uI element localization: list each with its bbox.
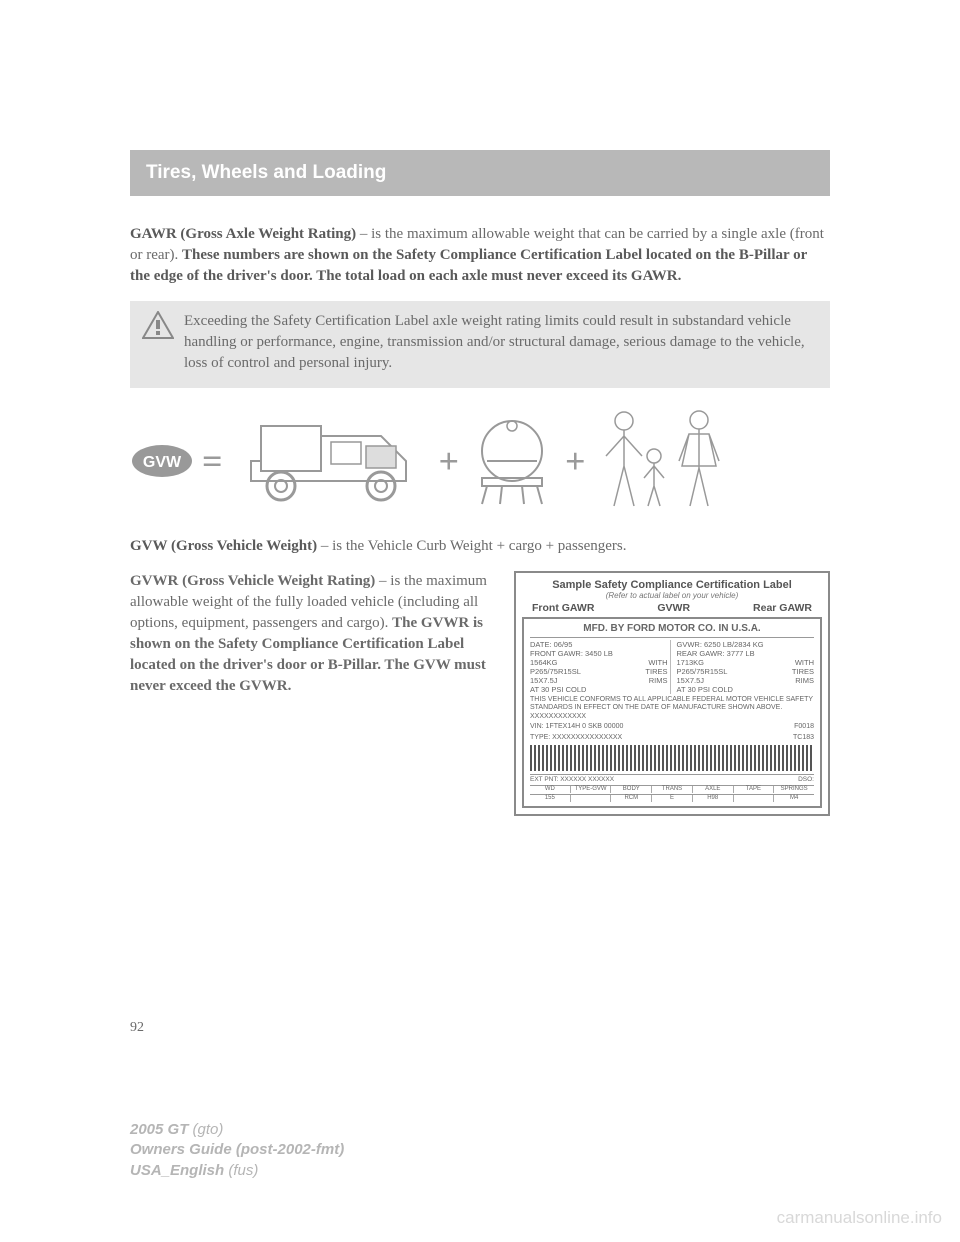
plus-sign-1: + xyxy=(439,440,460,482)
chapter-title: Tires, Wheels and Loading xyxy=(130,150,830,196)
label-tc: TC183 xyxy=(793,734,814,742)
cargo-icon xyxy=(467,406,557,516)
label-bottom-values: 155RCMEH98M4 xyxy=(530,794,814,802)
label-fpsi: AT 30 PSI COLD xyxy=(530,685,638,694)
gawr-definition: GAWR (Gross Axle Weight Rating) – is the… xyxy=(130,224,830,287)
label-rgawr: REAR GAWR: 3777 LB xyxy=(677,649,785,658)
label-vin: VIN: 1FTEX14H 0 SKB 00000 xyxy=(530,723,623,731)
people-icon xyxy=(594,406,734,516)
footer-code2: (fus) xyxy=(228,1162,258,1179)
label-rpsi: AT 30 PSI COLD xyxy=(677,685,785,694)
label-tires1: TIRES xyxy=(640,667,668,676)
gvw-badge-icon: GVW xyxy=(130,443,194,479)
gvw-definition: GVW (Gross Vehicle Weight) – is the Vehi… xyxy=(130,536,830,557)
equals-sign: = xyxy=(202,440,223,482)
label-gvwr: GVWR xyxy=(657,602,690,614)
gawr-term: GAWR (Gross Axle Weight Rating) xyxy=(130,226,356,242)
page-number: 92 xyxy=(130,1020,144,1036)
label-fkg: 1564KG xyxy=(530,658,638,667)
label-fgawr: FRONT GAWR: 3450 LB xyxy=(530,649,638,658)
label-bottom-header: WDTYPE-GVWBODYTRANSAXLETAPESPRINGS xyxy=(530,785,814,793)
label-xs: XXXXXXXXXXXX xyxy=(530,713,814,721)
label-date: DATE: 06/95 xyxy=(530,640,638,649)
gvw-equation: GVW = + + xyxy=(130,406,830,516)
label-with2: WITH xyxy=(786,658,814,667)
label-rkg: 1713KG xyxy=(677,658,785,667)
label-rtire: P265/75R15SL xyxy=(677,667,785,676)
label-rims2: RIMS xyxy=(786,676,814,685)
barcode-icon xyxy=(530,745,814,771)
footer: 2005 GT (gto) Owners Guide (post-2002-fm… xyxy=(130,1120,344,1181)
label-title: Sample Safety Compliance Certification L… xyxy=(522,579,822,591)
label-front-gawr: Front GAWR xyxy=(532,602,594,614)
svg-text:GVW: GVW xyxy=(143,454,182,471)
label-rear-gawr: Rear GAWR xyxy=(753,602,812,614)
label-f0018: F0018 xyxy=(794,723,814,731)
truck-icon xyxy=(231,406,431,516)
warning-text: Exceeding the Safety Certification Label… xyxy=(184,311,818,374)
gvw-def: – is the Vehicle Curb Weight + cargo + p… xyxy=(317,538,626,554)
warning-box: Exceeding the Safety Certification Label… xyxy=(130,301,830,388)
label-mfd: MFD. BY FORD MOTOR CO. IN U.S.A. xyxy=(530,623,814,638)
label-type: TYPE: XXXXXXXXXXXXXXX xyxy=(530,734,622,742)
footer-code1: (gto) xyxy=(193,1121,224,1138)
label-gvwr-val: GVWR: 6250 LB/2834 KG xyxy=(677,640,785,649)
label-frim: 15X7.5J xyxy=(530,676,638,685)
label-conform: THIS VEHICLE CONFORMS TO ALL APPLICABLE … xyxy=(530,696,814,713)
label-subtitle: (Refer to actual label on your vehicle) xyxy=(522,591,822,600)
footer-model: 2005 GT xyxy=(130,1121,193,1138)
watermark: carmanualsonline.info xyxy=(777,1208,942,1228)
label-with1: WITH xyxy=(640,658,668,667)
gvwr-term: GVWR (Gross Vehicle Weight Rating) xyxy=(130,573,375,589)
footer-lang: USA_English xyxy=(130,1162,228,1179)
certification-label: Sample Safety Compliance Certification L… xyxy=(514,571,830,816)
gvw-term: GVW (Gross Vehicle Weight) xyxy=(130,538,317,554)
gawr-bold: These numbers are shown on the Safety Co… xyxy=(130,247,807,284)
label-ext: EXT PNT: XXXXXX XXXXXX xyxy=(530,776,614,784)
label-ftire: P265/75R15SL xyxy=(530,667,638,676)
label-rrim: 15X7.5J xyxy=(677,676,785,685)
warning-icon xyxy=(142,311,174,339)
label-dso: DSO: xyxy=(798,776,814,784)
plus-sign-2: + xyxy=(565,440,586,482)
gvwr-definition: GVWR (Gross Vehicle Weight Rating) – is … xyxy=(130,571,496,816)
label-rims1: RIMS xyxy=(640,676,668,685)
footer-guide: Owners Guide (post-2002-fmt) xyxy=(130,1141,344,1158)
label-tires2: TIRES xyxy=(786,667,814,676)
